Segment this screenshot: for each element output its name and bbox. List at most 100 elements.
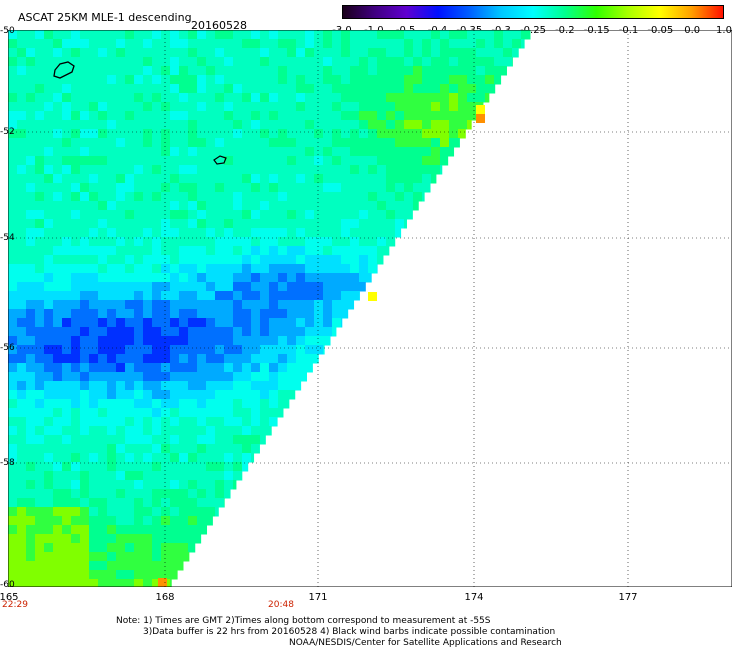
data-cell: [8, 174, 18, 184]
data-cell: [89, 219, 99, 229]
data-cell: [224, 336, 234, 346]
data-cell: [170, 336, 180, 346]
data-cell: [224, 327, 234, 337]
data-cell: [98, 291, 108, 301]
data-cell: [125, 552, 135, 562]
data-cell: [134, 552, 144, 562]
data-cell: [467, 75, 477, 85]
data-cell: [422, 102, 432, 112]
data-cell: [143, 579, 153, 587]
data-cell: [116, 156, 126, 166]
data-cell: [377, 201, 387, 211]
data-cell: [98, 525, 108, 535]
data-cell: [80, 444, 90, 454]
data-cell: [188, 309, 198, 319]
data-cell: [53, 192, 63, 202]
data-cell: [35, 111, 45, 121]
data-cell: [269, 30, 279, 40]
data-cell: [62, 399, 72, 409]
data-cell: [134, 273, 144, 283]
data-cell: [206, 480, 216, 490]
data-cell: [116, 246, 126, 256]
data-cell: [305, 102, 315, 112]
data-cell: [269, 219, 279, 229]
data-cell: [206, 219, 216, 229]
data-cell: [143, 138, 153, 148]
data-cell: [404, 147, 414, 157]
data-cell: [98, 300, 108, 310]
data-cell: [179, 192, 189, 202]
data-cell: [377, 237, 387, 247]
data-cell: [116, 480, 126, 490]
data-cell: [431, 156, 441, 166]
data-cell: [80, 291, 90, 301]
data-cell: [143, 507, 153, 517]
data-cell: [53, 525, 63, 535]
data-cell: [98, 372, 108, 382]
data-cell: [233, 228, 243, 238]
data-cell: [98, 579, 108, 587]
data-cell: [251, 93, 261, 103]
data-cell: [206, 183, 216, 193]
data-cell: [287, 93, 297, 103]
data-cell: [296, 354, 306, 364]
data-cell: [8, 147, 18, 157]
data-cell: [269, 48, 279, 58]
data-cell: [251, 273, 261, 283]
data-cell: [287, 255, 297, 265]
data-cell: [152, 156, 162, 166]
data-cell: [98, 399, 108, 409]
data-cell: [287, 282, 297, 292]
data-cell: [386, 237, 396, 247]
data-cell: [278, 219, 288, 229]
data-cell: [332, 84, 342, 94]
data-cell: [35, 300, 45, 310]
data-cell: [107, 165, 117, 175]
data-cell: [395, 120, 405, 130]
data-cell: [134, 381, 144, 391]
data-cell: [305, 336, 315, 346]
data-cell: [35, 165, 45, 175]
data-cell: [206, 498, 216, 508]
data-cell: [116, 39, 126, 49]
data-cell: [17, 66, 27, 76]
data-cell: [71, 480, 81, 490]
data-cell: [80, 462, 90, 472]
data-cell: [233, 48, 243, 58]
data-cell: [440, 102, 450, 112]
data-cell: [197, 30, 207, 40]
data-cell: [251, 165, 261, 175]
data-cell: [116, 201, 126, 211]
data-cell: [269, 417, 278, 427]
data-cell: [188, 291, 198, 301]
data-cell: [98, 408, 108, 418]
data-cell: [107, 237, 117, 247]
data-cell: [359, 120, 369, 130]
data-cell: [71, 282, 81, 292]
data-cell: [377, 174, 387, 184]
data-cell: [44, 219, 54, 229]
data-cell: [395, 93, 405, 103]
data-cell: [341, 66, 351, 76]
data-cell: [440, 66, 450, 76]
data-cell: [170, 381, 180, 391]
data-cell: [350, 228, 360, 238]
data-cell: [44, 516, 54, 526]
data-cell: [152, 30, 162, 40]
data-cell: [26, 480, 36, 490]
data-cell: [170, 318, 180, 328]
data-cell: [107, 66, 117, 76]
data-cell: [278, 138, 288, 148]
data-cell: [188, 372, 198, 382]
data-cell: [134, 516, 144, 526]
data-cell: [17, 453, 27, 463]
data-cell: [467, 120, 472, 130]
data-cell: [89, 471, 99, 481]
data-cell: [386, 66, 396, 76]
data-cell: [332, 129, 342, 139]
data-cell: [251, 282, 261, 292]
data-cell: [287, 309, 297, 319]
data-cell: [188, 516, 198, 526]
data-cell: [242, 327, 252, 337]
data-cell: [359, 102, 369, 112]
